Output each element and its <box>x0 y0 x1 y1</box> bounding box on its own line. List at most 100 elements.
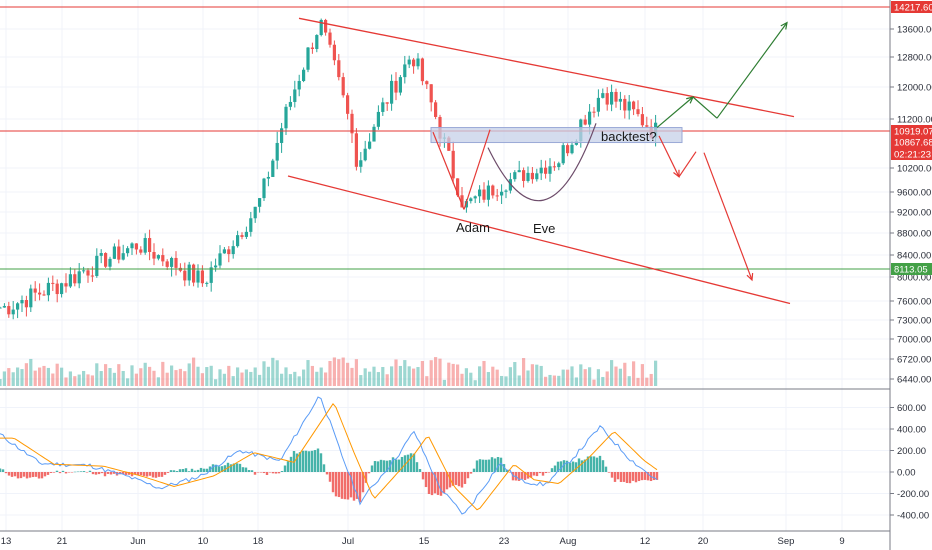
candle-body[interactable] <box>363 148 367 161</box>
candle-body[interactable] <box>552 166 556 168</box>
candle-body[interactable] <box>275 142 279 161</box>
candle-body[interactable] <box>170 257 174 267</box>
candle-body[interactable] <box>99 253 103 256</box>
bullish-path-up[interactable] <box>656 96 694 129</box>
candle-body[interactable] <box>42 294 46 296</box>
candle-body[interactable] <box>90 275 94 277</box>
candle-body[interactable] <box>236 235 240 247</box>
candle-body[interactable] <box>416 58 420 67</box>
candle-body[interactable] <box>284 106 288 129</box>
candle-body[interactable] <box>86 270 90 276</box>
candle-body[interactable] <box>412 59 416 67</box>
candle-body[interactable] <box>7 306 11 315</box>
candle-body[interactable] <box>2 306 6 308</box>
candle-body[interactable] <box>20 300 24 304</box>
candle-body[interactable] <box>394 80 398 93</box>
candle-body[interactable] <box>451 150 455 179</box>
candle-body[interactable] <box>359 160 363 167</box>
candle-body[interactable] <box>403 64 407 78</box>
candle-body[interactable] <box>548 166 552 174</box>
candle-body[interactable] <box>368 141 372 149</box>
candle-body[interactable] <box>530 172 534 180</box>
candle-body[interactable] <box>596 97 600 112</box>
candle-body[interactable] <box>473 196 477 199</box>
backtest-zone[interactable] <box>430 127 683 144</box>
candle-body[interactable] <box>508 179 512 191</box>
candle-body[interactable] <box>156 255 160 259</box>
candle-body[interactable] <box>561 145 565 164</box>
candle-body[interactable] <box>64 283 68 287</box>
candle-body[interactable] <box>588 111 592 125</box>
candle-body[interactable] <box>341 77 345 96</box>
candle-body[interactable] <box>126 248 130 254</box>
candle-body[interactable] <box>214 265 218 268</box>
candle-body[interactable] <box>271 160 275 177</box>
candle-body[interactable] <box>632 101 636 110</box>
candle-body[interactable] <box>117 246 121 260</box>
candle-body[interactable] <box>385 102 389 104</box>
candle-body[interactable] <box>104 253 108 267</box>
candle-body[interactable] <box>258 198 262 207</box>
candle-body[interactable] <box>517 170 521 173</box>
candle-body[interactable] <box>482 189 486 200</box>
candle-body[interactable] <box>143 238 147 253</box>
candle-body[interactable] <box>447 137 451 151</box>
candle-body[interactable] <box>566 145 570 154</box>
bullish-target-arrow[interactable] <box>716 22 788 119</box>
candle-body[interactable] <box>108 258 112 267</box>
candle-body[interactable] <box>209 267 213 283</box>
candle-body[interactable] <box>293 89 297 102</box>
candle-body[interactable] <box>605 93 609 105</box>
candle-body[interactable] <box>148 238 152 253</box>
time-axis[interactable]: 13 21 Jun 10 18 Jul 15 23 Aug 12 20 Sep 9 <box>1 536 845 547</box>
candle-body[interactable] <box>372 126 376 142</box>
candle-body[interactable] <box>0 307 2 309</box>
candle-body[interactable] <box>398 77 402 93</box>
candle-body[interactable] <box>288 101 292 107</box>
candle-body[interactable] <box>240 235 244 237</box>
candle-body[interactable] <box>491 185 495 196</box>
candle-body[interactable] <box>46 282 50 296</box>
candle-body[interactable] <box>253 206 257 219</box>
candle-body[interactable] <box>526 172 530 181</box>
adam-right-line[interactable] <box>463 129 491 210</box>
candle-body[interactable] <box>376 111 380 127</box>
candle-body[interactable] <box>55 283 59 295</box>
candle-body[interactable] <box>618 98 622 102</box>
candle-body[interactable] <box>139 249 143 253</box>
candle-body[interactable] <box>332 44 336 61</box>
candle-body[interactable] <box>610 91 614 105</box>
candle-body[interactable] <box>77 271 81 284</box>
bullish-path-dip[interactable] <box>692 96 718 119</box>
candle-body[interactable] <box>570 144 574 154</box>
candle-body[interactable] <box>152 252 156 259</box>
candle-body[interactable] <box>187 264 191 281</box>
candle-body[interactable] <box>583 119 587 125</box>
candle-body[interactable] <box>29 288 33 308</box>
candle-body[interactable] <box>38 292 42 295</box>
candle-body[interactable] <box>434 102 438 117</box>
candle-body[interactable] <box>636 109 640 115</box>
candle-body[interactable] <box>161 255 165 262</box>
candle-body[interactable] <box>469 198 473 202</box>
candle-body[interactable] <box>324 19 328 33</box>
candle-body[interactable] <box>337 60 341 78</box>
macd-axis[interactable]: 600.00 400.00 200.00 0.00 -200.00 -400.00 <box>890 403 929 522</box>
candle-body[interactable] <box>315 35 319 49</box>
candle-body[interactable] <box>429 84 433 103</box>
candle-body[interactable] <box>266 176 270 179</box>
candle-body[interactable] <box>196 270 200 283</box>
candle-body[interactable] <box>231 246 235 255</box>
candle-body[interactable] <box>33 288 37 293</box>
candle-body[interactable] <box>183 270 187 281</box>
candle-body[interactable] <box>592 111 596 113</box>
candle-body[interactable] <box>645 125 649 127</box>
bearish-target-arrow[interactable] <box>703 152 753 281</box>
candle-body[interactable] <box>310 47 314 49</box>
candle-body[interactable] <box>544 167 548 174</box>
candle-body[interactable] <box>425 81 429 85</box>
channel-bottom-line[interactable] <box>287 175 791 305</box>
candle-body[interactable] <box>218 253 222 266</box>
candle-body[interactable] <box>456 178 460 196</box>
